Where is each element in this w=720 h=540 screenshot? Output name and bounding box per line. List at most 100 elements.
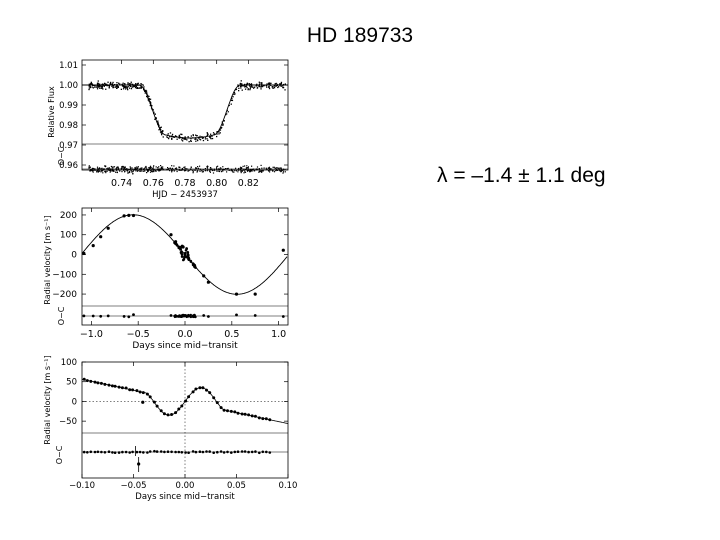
residual-point (105, 170, 107, 172)
residual-point (101, 167, 103, 169)
flux-point (153, 111, 155, 113)
flux-point (94, 86, 96, 88)
rv-residual-point (281, 315, 285, 318)
flux-point (125, 88, 127, 90)
flux-point (161, 132, 163, 135)
residual-point (112, 167, 114, 169)
residual-point (180, 169, 182, 171)
residual-point (195, 167, 197, 169)
residual-point (219, 170, 221, 173)
residual-point (172, 169, 174, 171)
flux-point (124, 85, 126, 88)
flux-point (246, 86, 248, 89)
residual-point (239, 166, 242, 168)
residual-point (251, 170, 253, 172)
residual-point (145, 167, 148, 169)
flux-point (124, 83, 126, 85)
rm-point (135, 389, 139, 393)
y-tick-label: 100 (61, 358, 77, 368)
flux-point (96, 82, 99, 84)
residual-point (276, 167, 278, 169)
flux-point (88, 83, 90, 85)
residual-point (188, 169, 190, 172)
flux-point (237, 84, 239, 86)
flux-point (260, 88, 262, 90)
residual-point (178, 169, 180, 171)
residual-point (126, 168, 128, 170)
flux-point (211, 137, 214, 140)
x-tick-label: 0.74 (111, 178, 132, 189)
flux-point (222, 123, 224, 125)
residual-point (198, 167, 200, 170)
flux-point (112, 81, 114, 84)
residual-point (140, 167, 142, 169)
residual-point (221, 171, 223, 173)
flux-point (91, 86, 93, 88)
residual-point (242, 165, 244, 167)
residual-point (280, 171, 282, 173)
flux-point (136, 83, 138, 85)
flux-point (271, 86, 273, 88)
flux-point (201, 136, 203, 138)
flux-point (112, 87, 114, 89)
flux-point (88, 88, 90, 91)
rv-point (202, 274, 206, 278)
flux-point (230, 103, 232, 105)
residual-point (111, 167, 113, 169)
residual-point (237, 171, 239, 173)
rv-point-dense (183, 256, 186, 259)
flux-point (218, 131, 220, 133)
residual-point (121, 165, 124, 168)
residual-point (132, 170, 134, 172)
residual-point (122, 165, 124, 168)
flux-point (233, 92, 236, 94)
flux-point (157, 122, 159, 124)
residual-point (162, 166, 164, 168)
residual-point (108, 169, 110, 171)
flux-point (127, 82, 129, 84)
rm-point (155, 404, 159, 408)
flux-point (180, 133, 182, 135)
flux-point (94, 85, 96, 87)
residual-point (112, 169, 115, 171)
rm-residual-point (243, 450, 247, 453)
flux-point (144, 90, 146, 92)
residual-point (101, 170, 103, 172)
flux-point (204, 138, 207, 140)
rm-point (162, 412, 166, 416)
flux-point (269, 83, 271, 85)
residual-point (282, 171, 285, 173)
residual-point (109, 169, 112, 171)
flux-point (136, 87, 138, 89)
flux-point (148, 95, 150, 98)
rv-residual-point (207, 315, 210, 318)
flux-point (96, 88, 99, 90)
residual-point (246, 170, 248, 172)
residual-point (105, 165, 107, 167)
residual-point (123, 169, 125, 171)
rm-residual-point (128, 451, 131, 454)
flux-point (216, 133, 218, 135)
flux-point (126, 87, 128, 89)
residual-point (150, 167, 152, 169)
flux-point (90, 81, 92, 83)
flux-point (175, 135, 177, 138)
flux-point (113, 86, 115, 88)
flux-point (260, 82, 262, 84)
residual-point (272, 166, 274, 168)
flux-point (258, 83, 261, 85)
flux-point (280, 82, 282, 85)
flux-point (249, 85, 251, 87)
residual-point (101, 170, 104, 172)
rm-point (113, 384, 117, 388)
flux-point (256, 87, 259, 89)
residual-point (269, 169, 271, 171)
flux-point (146, 95, 148, 98)
rm-point (219, 406, 223, 410)
residual-point (112, 166, 114, 168)
flux-point (184, 136, 186, 138)
residual-point (153, 170, 155, 173)
residual-point (152, 171, 154, 173)
residual-point (222, 170, 224, 172)
flux-point (171, 137, 173, 139)
